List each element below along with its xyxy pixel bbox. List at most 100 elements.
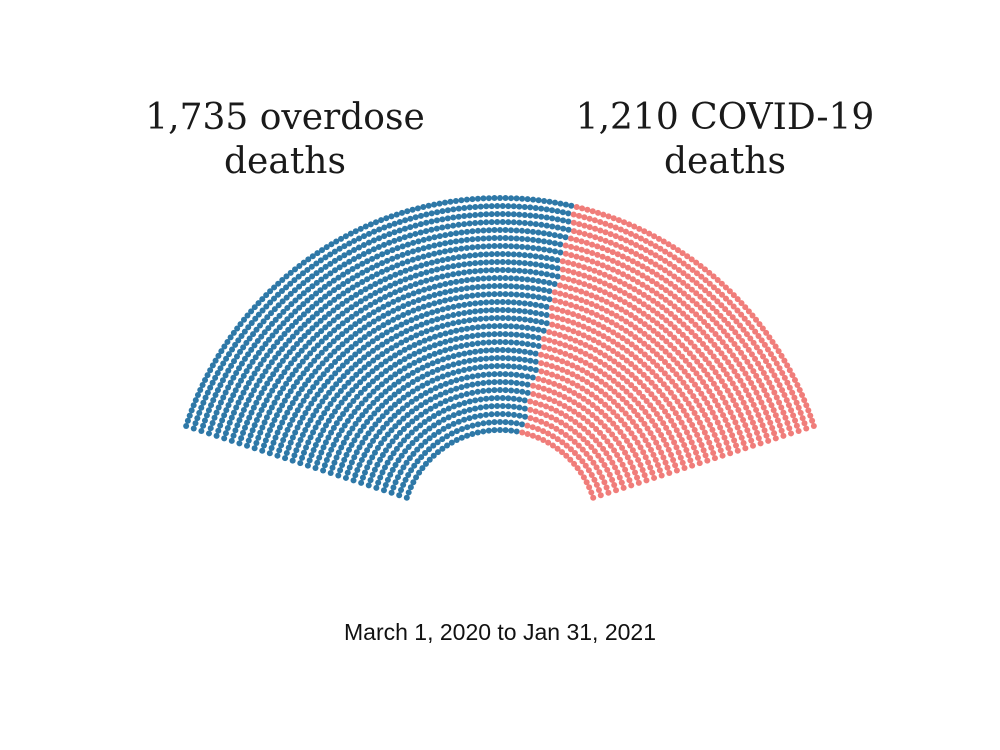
unit-dot — [423, 219, 430, 226]
unit-dot — [296, 262, 303, 269]
unit-dot — [505, 395, 512, 402]
unit-dot — [407, 224, 414, 231]
unit-dot — [593, 425, 600, 432]
unit-dot — [351, 409, 358, 416]
unit-dot — [305, 307, 312, 314]
unit-dot — [697, 293, 704, 300]
unit-dot — [447, 296, 454, 303]
unit-dot — [567, 302, 574, 309]
unit-dot — [477, 259, 484, 266]
unit-dot — [298, 347, 305, 354]
unit-dot — [628, 341, 635, 348]
unit-dot — [431, 234, 438, 241]
unit-dot — [236, 365, 242, 372]
unit-dot — [567, 335, 574, 342]
unit-dot — [655, 235, 662, 242]
unit-dot — [383, 409, 390, 416]
unit-dot — [497, 387, 503, 393]
unit-dot — [527, 204, 534, 211]
unit-dot — [314, 331, 321, 338]
unit-dot — [510, 299, 517, 306]
unit-dot — [543, 271, 550, 278]
unit-dot — [413, 332, 420, 339]
unit-dot — [309, 273, 316, 280]
unit-dot — [394, 245, 401, 252]
unit-dot — [675, 266, 682, 273]
unit-dot — [611, 388, 618, 395]
unit-dot — [524, 324, 531, 331]
unit-dot — [601, 352, 608, 359]
unit-dot — [400, 294, 407, 301]
unit-dot — [266, 450, 273, 457]
unit-dot — [693, 280, 700, 287]
unit-dot — [538, 213, 545, 220]
unit-dot — [654, 300, 661, 307]
unit-dot — [510, 315, 517, 322]
unit-dot — [600, 445, 607, 452]
unit-dot — [362, 407, 369, 414]
unit-dot — [494, 403, 501, 410]
unit-dot — [414, 385, 421, 392]
unit-dot — [415, 246, 422, 253]
unit-dot — [513, 428, 520, 435]
unit-dot — [740, 399, 747, 406]
unit-dot — [761, 427, 768, 434]
unit-dot — [406, 353, 413, 360]
unit-dot — [321, 462, 328, 469]
unit-dot — [647, 464, 654, 471]
unit-dot — [719, 452, 726, 459]
unit-dot — [684, 314, 691, 321]
unit-dot — [483, 347, 490, 354]
unit-dot — [532, 269, 539, 276]
unit-dot — [615, 361, 622, 368]
unit-dot — [445, 414, 452, 421]
unit-dot — [253, 417, 260, 424]
unit-dot — [395, 388, 402, 395]
unit-dot — [346, 446, 352, 453]
unit-dot — [623, 388, 630, 395]
unit-dot — [227, 379, 234, 386]
unit-dot — [336, 264, 343, 271]
unit-dot — [266, 392, 273, 399]
unit-dot — [382, 368, 389, 375]
unit-dot — [198, 404, 205, 411]
unit-dot — [551, 240, 558, 247]
unit-dot — [398, 487, 405, 494]
unit-dot — [710, 353, 717, 360]
unit-dot — [573, 204, 580, 211]
unit-dot — [297, 419, 304, 426]
unit-dot — [254, 365, 261, 372]
unit-dot — [575, 402, 582, 409]
unit-dot — [532, 367, 539, 374]
unit-dot — [694, 414, 701, 421]
unit-dot — [801, 420, 808, 427]
unit-dot — [382, 294, 389, 301]
unit-dot — [353, 310, 360, 317]
unit-dot — [621, 290, 628, 297]
unit-dot — [375, 406, 382, 413]
unit-dot — [505, 299, 512, 306]
unit-dot — [653, 439, 660, 446]
unit-dot — [601, 271, 608, 278]
unit-dot — [524, 284, 531, 291]
unit-dot — [505, 259, 512, 266]
unit-dot — [698, 442, 705, 449]
unit-dot — [274, 339, 281, 346]
unit-dot — [374, 374, 381, 381]
unit-dot — [701, 429, 708, 436]
unit-dot — [747, 363, 754, 370]
unit-dot — [641, 361, 648, 368]
unit-dot — [385, 301, 392, 308]
unit-dot — [619, 461, 626, 468]
unit-dot — [337, 467, 344, 474]
unit-dot — [456, 401, 463, 408]
unit-dot — [637, 461, 644, 468]
unit-dot — [738, 349, 745, 356]
unit-dot — [629, 276, 636, 283]
unit-dot — [519, 195, 526, 202]
unit-dot — [497, 427, 503, 433]
unit-dot — [721, 354, 728, 361]
unit-dot — [499, 267, 506, 274]
unit-dot — [415, 305, 422, 312]
unit-dot — [648, 446, 654, 453]
